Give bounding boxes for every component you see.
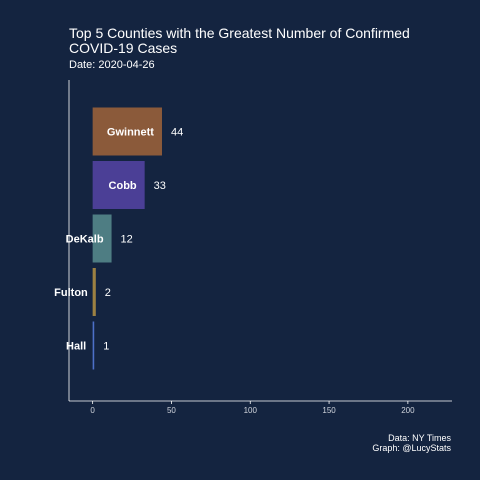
x-tick-label-0: 0: [90, 406, 95, 415]
bar-gwinnett: [92, 107, 162, 156]
bar-dekalb: [92, 214, 112, 263]
x-tick-label-50: 50: [167, 406, 176, 415]
caption-author: Graph: @LucyStats: [372, 443, 451, 453]
bar-hall: [92, 321, 95, 370]
caption-source: Data: NY Times: [388, 433, 451, 443]
bar-fulton: [92, 268, 96, 316]
value-label-cobb: 33: [154, 180, 166, 192]
bar-cobb: [92, 161, 145, 209]
x-tick-label-150: 150: [322, 406, 336, 415]
chart-caption: Data: NY Times Graph: @LucyStats: [372, 433, 451, 453]
bar-label-dekalb: DeKalb: [66, 234, 104, 246]
bar-label-hall: Hall: [66, 341, 86, 353]
value-label-dekalb: 12: [121, 234, 133, 246]
chart-subtitle: Date: 2020-04-26: [69, 59, 155, 71]
bar-label-cobb: Cobb: [109, 180, 137, 192]
x-tick-label-200: 200: [401, 406, 415, 415]
chart-title: Top 5 Counties with the Greatest Number …: [69, 25, 410, 56]
x-tick-label-100: 100: [244, 406, 258, 415]
value-label-gwinnett: 44: [171, 127, 183, 139]
bar-label-gwinnett: Gwinnett: [107, 127, 154, 139]
bar-label-fulton: Fulton: [54, 287, 88, 299]
value-label-hall: 1: [103, 341, 109, 353]
value-label-fulton: 2: [105, 287, 111, 299]
